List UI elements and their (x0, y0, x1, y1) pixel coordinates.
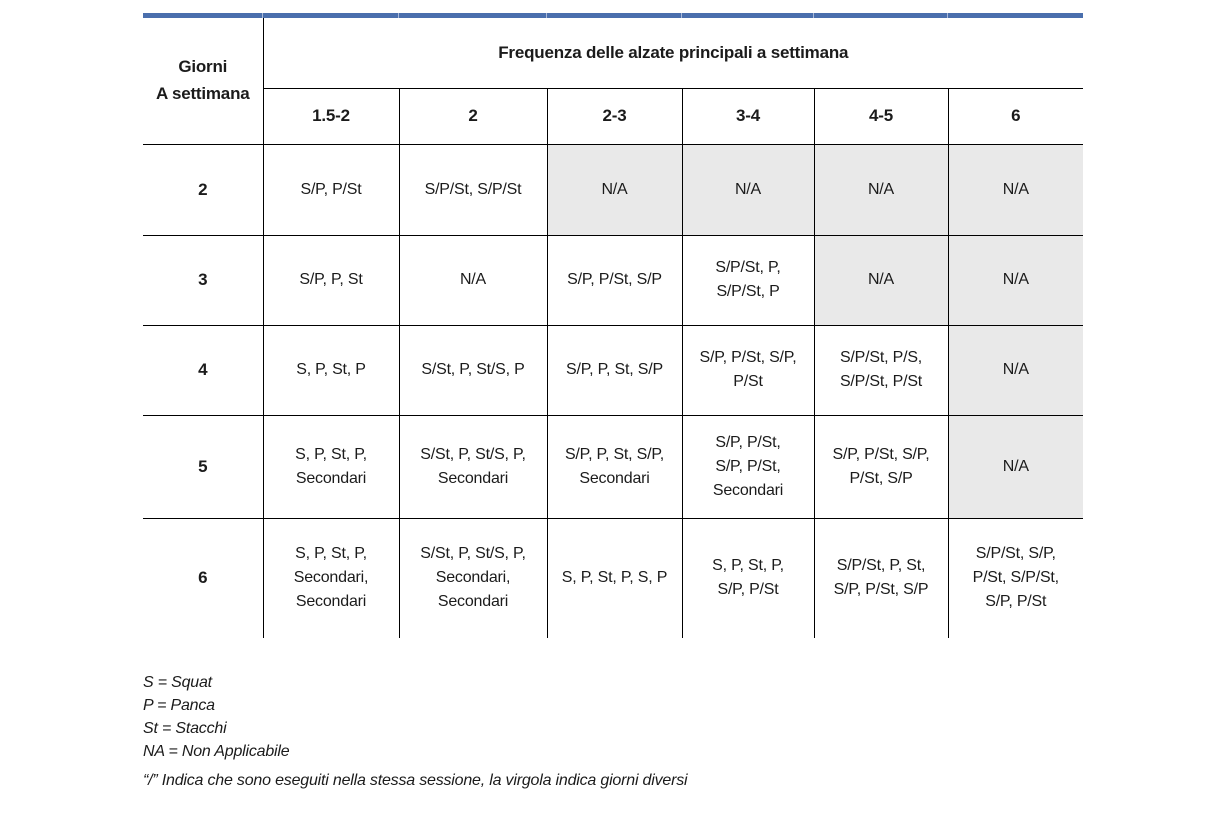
legend-item-panca: P = Panca (143, 697, 215, 714)
column-header-6: 6 (947, 88, 1084, 145)
table-cell: S/St, P, St/S, P (398, 325, 547, 416)
legend-item-non-applicabile: NA = Non Applicabile (143, 743, 290, 760)
table-cell: N/A (398, 235, 547, 326)
row-header-days: 3 (143, 235, 263, 326)
row-header-days: 4 (143, 325, 263, 416)
table-cell: S/St, P, St/S, P, Secondari, Secondari (398, 518, 547, 638)
table-cell: S/P, P/St, S/P, P/St, S/P (813, 415, 948, 519)
table-cell: S/P, P, St, S/P (546, 325, 682, 416)
table-top-accent-bar (143, 13, 1083, 18)
row-header-days: 6 (198, 568, 208, 588)
table-cell: N/A (681, 144, 814, 236)
legend-item-stacchi: St = Stacchi (143, 720, 227, 737)
column-header-3: 2-3 (546, 88, 682, 145)
accent-bar-segment (948, 13, 1083, 18)
table-cell: S, P, St, P, Secondari (262, 415, 399, 519)
legend-note: “/” Indica che sono eseguiti nella stess… (143, 772, 688, 789)
row-header-days: 2 (143, 144, 263, 236)
table-cell: S/P, P, St (262, 235, 399, 326)
table-cell: N/A (813, 144, 948, 236)
accent-bar-segment (263, 13, 399, 18)
row-header-days: 5 (143, 415, 263, 519)
table-cell: S, P, St, P, S/P, P/St (681, 518, 814, 638)
column-header-1: 1.5-2 (262, 88, 399, 145)
table-title: Frequenza delle alzate principali a sett… (263, 18, 1084, 89)
table-cell: N/A (947, 235, 1084, 326)
table-cell: S, P, St, P (262, 325, 399, 416)
table-cell: S/P, P, St, S/P, Secondari (546, 415, 682, 519)
table-cell: S/P/St, P, St, S/P, P/St, S/P (813, 518, 948, 638)
column-header-4: 3-4 (681, 88, 814, 145)
legend-item-squat: S = Squat (143, 674, 212, 691)
table-cell: N/A (813, 235, 948, 326)
frequency-table: Giorni A settimana Frequenza delle alzat… (143, 13, 1084, 638)
table-cell: S, P, St, P, S, P (546, 518, 682, 638)
table-cell: S/P, P/St, S/P, P/St (681, 325, 814, 416)
corner-header-line1: Giorni (178, 57, 228, 77)
table-cell: S/P, P/St, S/P, P/St, Secondari (681, 415, 814, 519)
table-cell: N/A (947, 144, 1084, 236)
accent-bar-segment (682, 13, 814, 18)
table-cell: S/P/St, S/P/St (398, 144, 547, 236)
accent-bar-segment (143, 13, 263, 18)
table-cell: S/St, P, St/S, P, Secondari (398, 415, 547, 519)
corner-header-days-per-week: Giorni A settimana (143, 18, 264, 145)
accent-bar-segment (814, 13, 948, 18)
table-cell: N/A (546, 144, 682, 236)
accent-bar-segment (547, 13, 682, 18)
table-cell: N/A (947, 325, 1084, 416)
accent-bar-segment (399, 13, 547, 18)
table-cell: S/P, P/St (262, 144, 399, 236)
table-cell: N/A (947, 415, 1084, 519)
legend: S = Squat P = Panca St = Stacchi NA = No… (143, 674, 688, 789)
table-cell: S, P, St, P, Secondari, Secondari (262, 518, 399, 638)
table-cell: S/P/St, P/S, S/P/St, P/St (813, 325, 948, 416)
column-header-2: 2 (398, 88, 547, 145)
frequency-table-grid: Giorni A settimana Frequenza delle alzat… (143, 18, 1084, 638)
column-header-5: 4-5 (813, 88, 948, 145)
table-cell: S/P/St, S/P, P/St, S/P/St, S/P, P/St (947, 518, 1084, 638)
corner-header-line2: A settimana (155, 83, 250, 103)
table-cell: S/P, P/St, S/P (546, 235, 682, 326)
table-cell: S/P/St, P, S/P/St, P (681, 235, 814, 326)
